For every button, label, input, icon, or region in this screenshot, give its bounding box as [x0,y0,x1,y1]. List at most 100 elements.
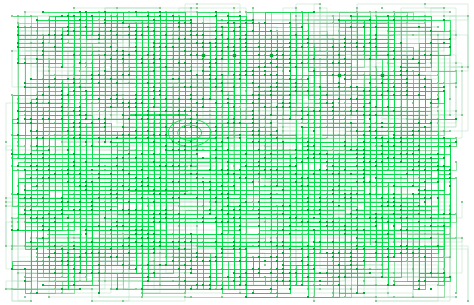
Point [421,17,429,22]
Point [280,53,287,58]
Point [255,231,263,236]
Point [181,84,189,89]
Point [144,275,152,280]
Point [95,279,102,284]
Point [113,287,121,292]
Point [230,243,238,248]
Point [434,25,441,30]
Point [144,136,152,141]
Point [169,57,176,62]
Point [163,255,170,260]
Point [175,164,182,169]
Point [169,29,176,34]
Point [452,160,460,165]
Point [156,49,164,54]
Point [230,120,238,125]
Point [181,168,189,173]
Point [372,295,380,300]
Point [304,37,312,42]
Point [218,231,226,236]
Point [341,184,349,188]
Point [82,160,90,165]
Point [169,45,176,50]
Point [317,251,324,256]
Point [70,92,78,97]
Point [446,176,454,181]
Point [391,223,398,228]
Point [206,207,213,212]
Point [64,275,72,280]
Point [323,152,330,157]
Point [95,196,102,200]
Point [341,223,349,228]
Point [341,49,349,54]
Point [95,176,102,181]
Point [76,184,84,188]
Point [421,180,429,185]
Point [181,108,189,113]
Point [310,45,318,50]
Point [354,239,361,244]
Point [206,96,213,101]
Point [64,112,72,117]
Point [224,92,232,97]
Point [138,21,146,26]
Point [82,88,90,93]
Point [101,61,109,66]
Point [249,21,256,26]
Point [255,211,263,216]
Point [428,152,435,157]
Point [409,211,417,216]
Point [138,57,146,62]
Point [292,283,300,288]
Point [169,140,176,145]
Point [273,215,281,220]
Point [255,255,263,260]
Point [163,207,170,212]
Point [119,271,127,276]
Point [384,283,392,288]
Point [70,160,78,165]
Point [310,92,318,97]
Point [193,112,201,117]
Point [354,243,361,248]
Point [341,160,349,165]
Point [434,164,441,169]
Point [292,88,300,93]
Point [286,164,293,169]
Point [200,65,207,70]
Point [317,239,324,244]
Point [212,29,219,34]
Point [138,152,146,157]
Point [243,231,250,236]
Point [52,172,59,177]
Point [409,140,417,145]
Point [163,33,170,38]
Point [132,239,139,244]
Point [58,196,65,200]
Point [150,192,158,196]
Point [169,33,176,38]
Point [101,128,109,133]
Point [150,88,158,93]
Point [273,49,281,54]
Point [323,65,330,70]
Point [15,33,22,38]
Point [113,81,121,85]
Point [144,267,152,272]
Point [33,37,41,42]
Point [255,132,263,137]
Point [354,192,361,196]
Point [33,104,41,109]
Point [255,140,263,145]
Point [335,57,343,62]
Point [378,77,386,81]
Point [21,25,28,30]
Point [243,295,250,300]
Point [304,140,312,145]
Point [224,168,232,173]
Point [372,136,380,141]
Point [144,104,152,109]
Point [329,164,337,169]
Point [317,271,324,276]
